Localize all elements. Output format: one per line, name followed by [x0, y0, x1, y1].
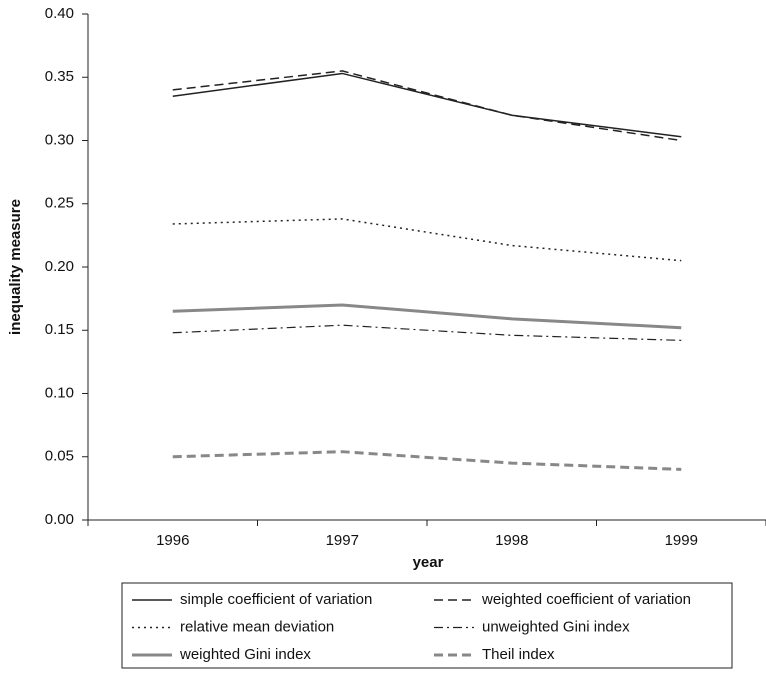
- y-tick-label: 0.35: [45, 68, 74, 85]
- y-tick-label: 0.05: [45, 448, 74, 465]
- y-tick-label: 0.00: [45, 511, 74, 528]
- y-tick-label: 0.15: [45, 321, 74, 338]
- x-tick-label: 1996: [156, 532, 189, 549]
- y-tick-label: 0.40: [45, 5, 74, 22]
- y-axis-label: inequality measure: [7, 199, 24, 335]
- x-axis-label: year: [413, 554, 444, 571]
- legend-label: weighted Gini index: [179, 646, 311, 663]
- legend-label: weighted coefficient of variation: [481, 591, 691, 608]
- y-tick-label: 0.25: [45, 195, 74, 212]
- y-tick-label: 0.10: [45, 384, 74, 401]
- y-tick-label: 0.30: [45, 131, 74, 148]
- x-tick-label: 1997: [326, 532, 359, 549]
- series-line: [172, 303, 682, 330]
- legend-label: Theil index: [482, 646, 555, 663]
- x-tick-label: 1998: [495, 532, 528, 549]
- series-line: [172, 72, 682, 138]
- legend-label: unweighted Gini index: [482, 618, 630, 635]
- series-line: [172, 450, 682, 471]
- legend-box: [121, 582, 733, 669]
- legend-label: relative mean deviation: [180, 618, 334, 635]
- legend-label: simple coefficient of variation: [180, 591, 372, 608]
- series-line: [172, 70, 682, 142]
- series-line: [172, 218, 682, 262]
- x-tick-label: 1999: [665, 532, 698, 549]
- y-tick-label: 0.20: [45, 258, 74, 275]
- series-line: [172, 324, 682, 341]
